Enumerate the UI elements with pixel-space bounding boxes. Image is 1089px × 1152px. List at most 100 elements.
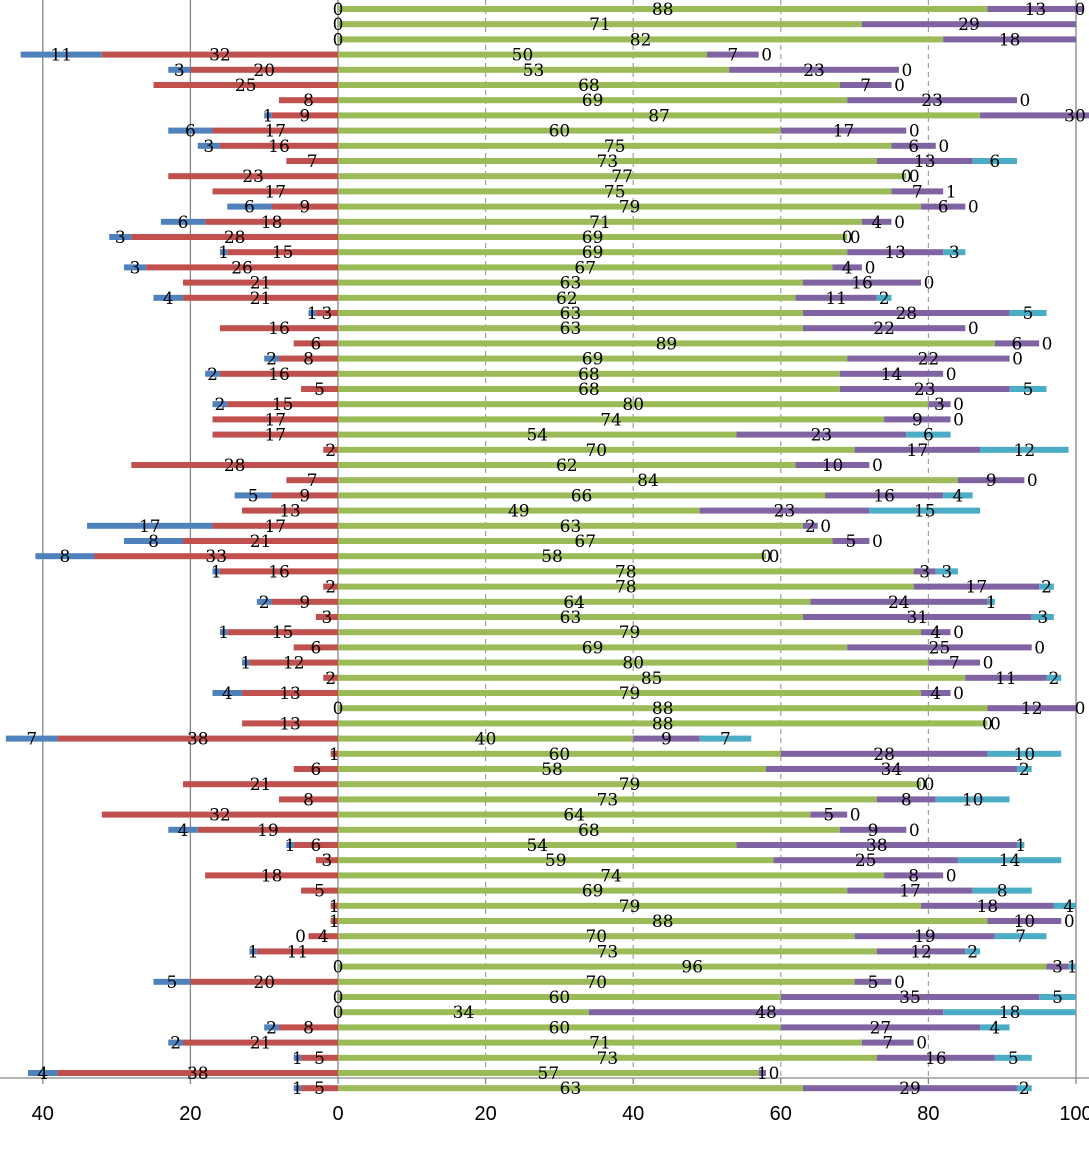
bar-segment-pos-3: [987, 598, 995, 605]
bar-segment-neg-inner: [227, 401, 338, 408]
data-label-neg-outer: 1: [292, 1049, 303, 1069]
bar-segment-neg-inner: [315, 614, 338, 620]
data-label-pos-2: 5: [845, 532, 856, 552]
bar-segment-pos-2: [773, 857, 958, 864]
bar-segment-neg-outer: [168, 66, 191, 73]
bar-segment-pos-1: [338, 978, 855, 985]
data-label-pos-1: 79: [619, 198, 641, 218]
bar-segment-pos-2: [810, 811, 848, 818]
bar-segment-pos-1: [338, 735, 634, 742]
data-label-pos-2: 23: [921, 91, 943, 111]
data-label-pos-1: 69: [582, 243, 604, 263]
data-label-pos-3: 2: [1019, 760, 1030, 780]
bar-segment-pos-1: [338, 249, 848, 256]
bar-segment-pos-1: [338, 918, 988, 924]
bar-segment-neg-outer: [212, 401, 228, 408]
data-label-pos-3: 0: [1064, 912, 1075, 932]
bar-segment-pos-2: [876, 796, 936, 803]
bar-segment-neg-inner: [212, 127, 338, 134]
bar-segment-neg-inner: [183, 1039, 338, 1046]
bar-segment-pos-2: [847, 355, 1010, 362]
bar-segment-neg-outer: [168, 1039, 184, 1046]
data-label-neg-inner: 7: [307, 471, 318, 491]
data-label-pos-2: 0: [842, 228, 853, 248]
bar-segment-neg-inner: [212, 188, 338, 195]
bar-segment-neg-inner: [183, 538, 338, 544]
data-label-pos-2: 25: [855, 851, 877, 871]
bar-segment-neg-inner: [219, 568, 338, 575]
bar-segment-pos-1: [338, 933, 855, 940]
data-label-pos-3: 14: [999, 851, 1021, 871]
data-label-pos-1: 71: [589, 15, 611, 35]
bar-segment-neg-outer: [197, 142, 220, 149]
bar-segment-pos-1: [338, 553, 767, 560]
bar-segment-neg-outer: [123, 538, 184, 544]
bar-segment-pos-1: [338, 6, 988, 12]
bar-segment-pos-2: [1046, 963, 1069, 970]
data-label-pos-2: 11: [995, 669, 1017, 689]
data-label-pos-2: 13: [914, 152, 936, 172]
bar-segment-pos-1: [338, 811, 811, 818]
data-label-pos-1: 78: [615, 578, 637, 598]
data-label-pos-3: 7: [720, 730, 731, 750]
bar-segment-neg-inner: [323, 583, 338, 590]
data-label-pos-3: 5: [1023, 304, 1034, 324]
bar-segment-pos-3: [957, 857, 1062, 864]
data-label-neg-inner: 38: [187, 1064, 209, 1084]
data-label-pos-3: 12: [1014, 441, 1036, 461]
data-label-pos-3: 0: [968, 319, 979, 339]
bar-segment-pos-3: [943, 1009, 1076, 1016]
data-label-pos-3: 0: [953, 684, 964, 704]
data-label-pos-1: 63: [560, 319, 582, 339]
data-label-pos-1: 82: [630, 30, 652, 50]
bar-segment-pos-1: [338, 568, 914, 575]
data-label-pos-2: 23: [803, 61, 825, 81]
data-label-pos-3: 2: [1041, 578, 1052, 598]
bar-segment-pos-2: [987, 918, 1062, 924]
data-label-pos-3: 1: [986, 593, 997, 613]
bar-segment-pos-1: [338, 492, 826, 499]
bar-segment-pos-2: [633, 735, 700, 742]
bar-segment-pos-2: [913, 583, 1040, 590]
bar-segment-neg-outer: [264, 112, 272, 119]
bar-segment-neg-inner: [212, 416, 338, 423]
bar-segment-neg-inner: [183, 279, 338, 286]
data-label-neg-outer: 11: [50, 46, 72, 66]
data-label-neg-inner: 9: [299, 106, 310, 126]
bar-segment-pos-2: [588, 1009, 944, 1016]
data-label-neg-inner: 12: [283, 654, 305, 674]
data-label-neg-inner: 26: [231, 258, 253, 278]
bar-segment-pos-2: [802, 522, 818, 529]
bar-segment-pos-2: [707, 51, 759, 58]
data-label-pos-1: 85: [641, 669, 663, 689]
bar-segment-pos-3: [1039, 994, 1076, 1000]
data-label-pos-3: 7: [1015, 927, 1026, 947]
data-label-pos-1: 96: [681, 958, 703, 978]
bar-segment-neg-inner: [197, 826, 338, 833]
bar-segment-pos-2: [839, 370, 944, 377]
data-label-pos-1: 73: [597, 1049, 619, 1069]
data-label-pos-1: 58: [541, 760, 563, 780]
bar-segment-neg-outer: [28, 1070, 58, 1076]
data-label-pos-1: 73: [597, 942, 619, 962]
data-label-pos-3: 1: [946, 182, 957, 202]
data-label-neg-inner: 15: [272, 243, 294, 263]
bar-segment-pos-1: [338, 857, 774, 864]
data-label-neg-inner: 13: [279, 714, 301, 734]
data-label-neg-outer: 0: [295, 927, 306, 947]
data-label-pos-3: 0: [968, 198, 979, 218]
bar-segment-pos-3: [972, 887, 1032, 894]
bar-segment-pos-2: [832, 538, 870, 544]
data-label-pos-3: 0: [894, 213, 905, 233]
data-label-pos-2: 9: [912, 410, 923, 430]
bar-segment-neg-outer: [256, 598, 272, 605]
data-label-pos-1: 71: [589, 1034, 611, 1054]
bar-segment-pos-2: [861, 218, 892, 225]
data-label-neg-inner: 5: [314, 380, 325, 400]
data-label-pos-3: 6: [923, 426, 934, 446]
bar-segment-pos-2: [994, 340, 1040, 347]
data-label-pos-1: 79: [619, 684, 641, 704]
data-label-pos-1: 74: [600, 410, 622, 430]
data-label-pos-2: 10: [1014, 912, 1036, 932]
